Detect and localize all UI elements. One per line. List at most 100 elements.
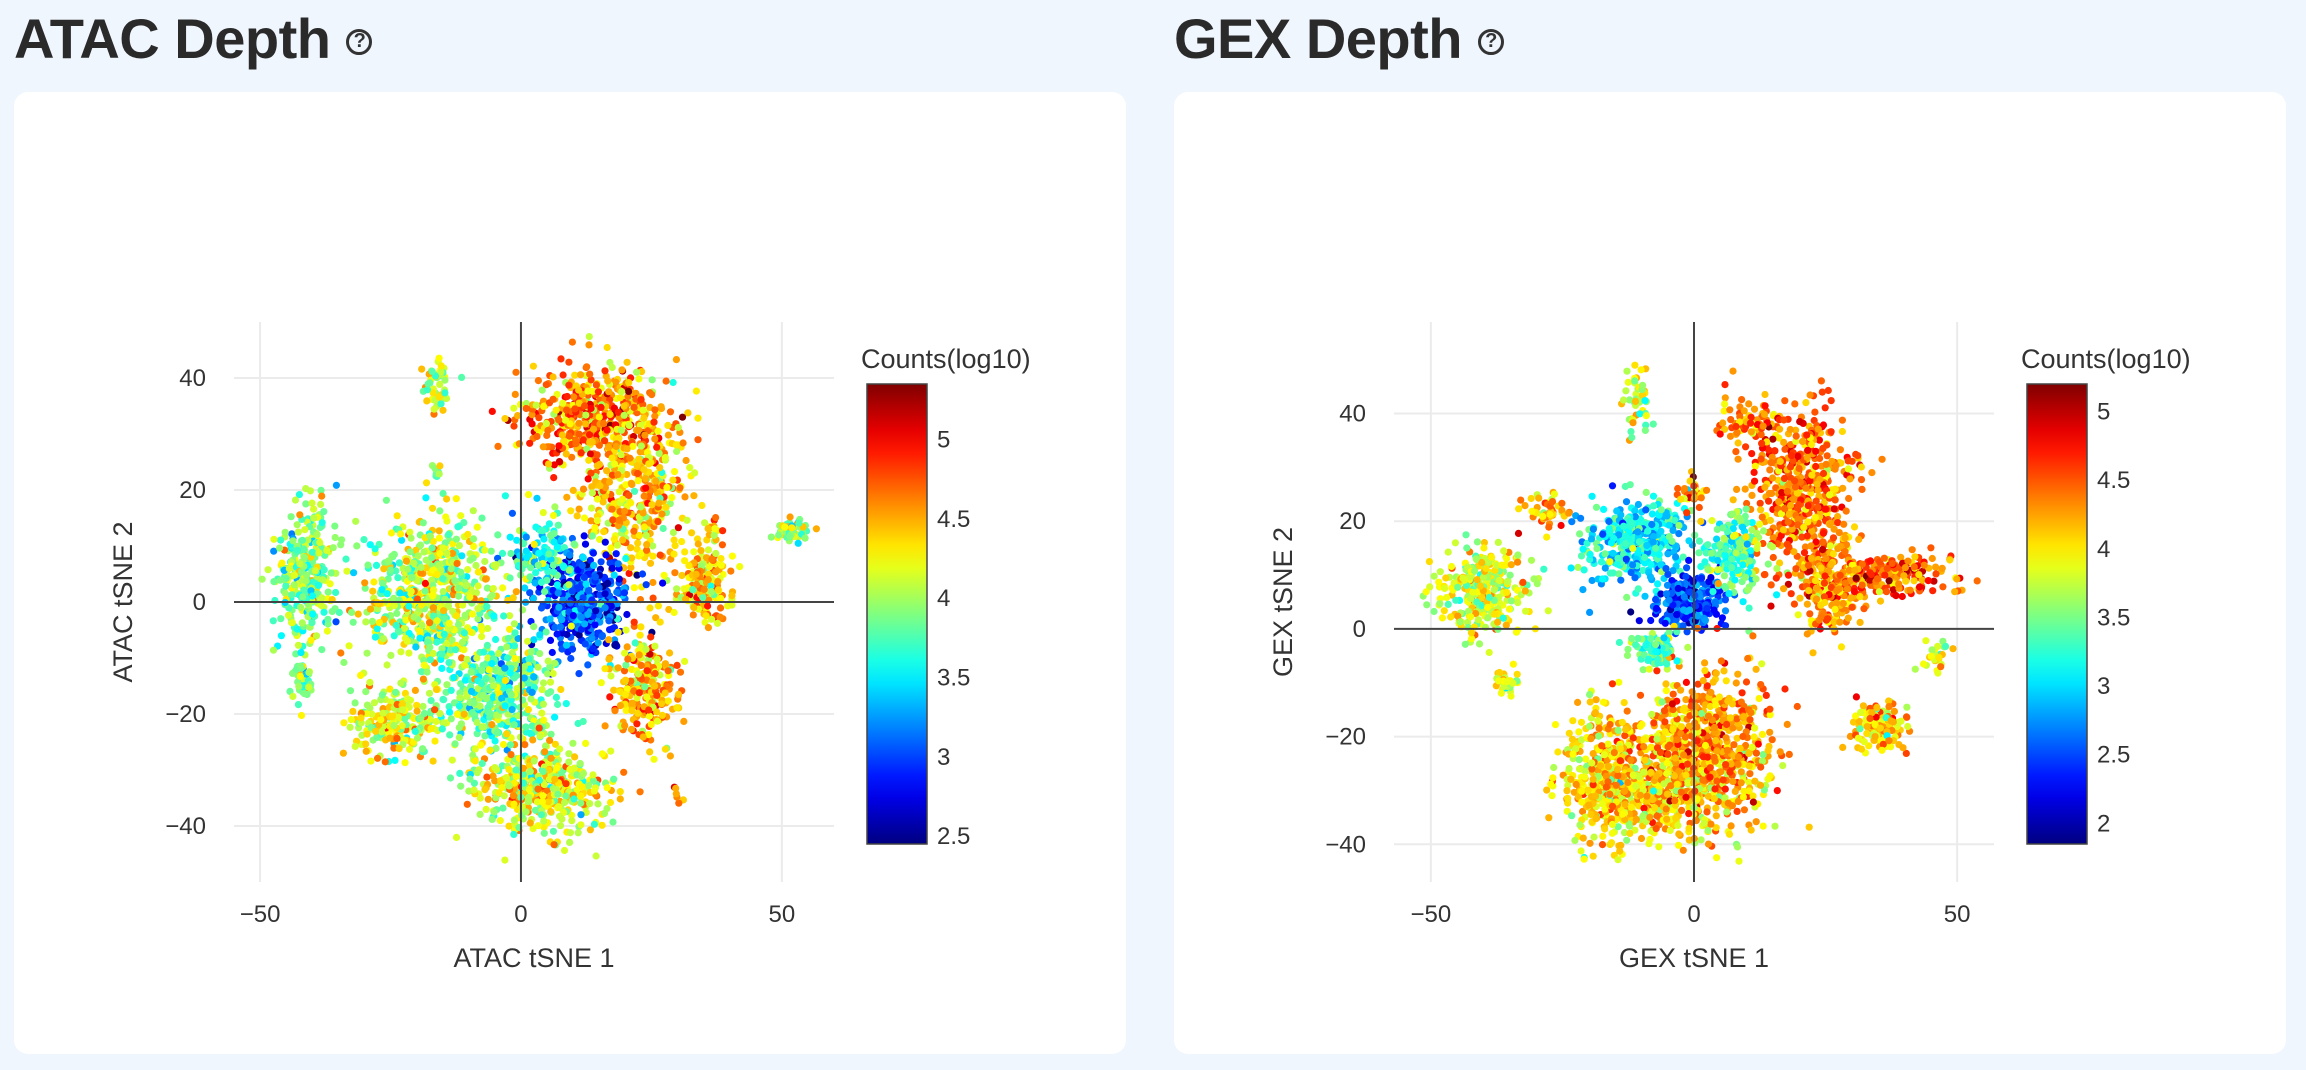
scatter-point <box>1803 431 1811 439</box>
scatter-point <box>544 798 552 806</box>
scatter-point <box>379 635 387 643</box>
question-circle-icon[interactable]: ? <box>346 28 373 55</box>
scatter-point <box>1791 483 1800 491</box>
scatter-point <box>440 696 448 704</box>
scatter-point <box>413 707 421 715</box>
scatter-point <box>1802 399 1810 407</box>
scatter-point <box>551 623 559 632</box>
scatter-point <box>601 665 609 673</box>
scatter-point <box>452 612 461 620</box>
scatter-point <box>448 549 457 557</box>
scatter-point <box>601 590 609 598</box>
scatter-point <box>396 589 404 597</box>
scatter-point <box>522 533 530 541</box>
scatter-point <box>1835 529 1843 537</box>
question-circle-icon[interactable]: ? <box>1477 28 1504 55</box>
scatter-point <box>569 612 577 620</box>
scatter-point <box>296 560 304 568</box>
scatter-point <box>620 411 628 419</box>
scatter-point <box>526 573 534 581</box>
scatter-point <box>547 556 555 564</box>
scatter-point <box>1786 425 1794 434</box>
scatter-point <box>583 363 591 371</box>
scatter-point <box>551 775 559 783</box>
scatter-point <box>366 541 374 549</box>
scatter-point <box>556 822 565 830</box>
scatter-point <box>510 422 518 430</box>
scatter-point <box>579 770 588 778</box>
scatter-point <box>654 602 663 610</box>
scatter-point <box>581 640 589 648</box>
scatter-point <box>1819 538 1827 546</box>
scatter-point <box>522 404 530 413</box>
scatter-point <box>528 411 536 419</box>
scatter-point <box>392 567 400 575</box>
scatter-point <box>520 663 528 671</box>
scatter-point <box>587 404 595 413</box>
scatter-point <box>681 557 689 565</box>
scatter-point <box>440 615 448 623</box>
x-tick-label: 0 <box>514 901 527 928</box>
scatter-point <box>364 561 372 569</box>
scatter-point <box>694 414 702 422</box>
scatter-point <box>362 710 371 718</box>
scatter-point <box>501 856 509 864</box>
scatter-point <box>1846 475 1854 483</box>
scatter-point <box>400 624 408 633</box>
scatter-point <box>1757 506 1765 514</box>
scatter-point <box>370 699 378 707</box>
scatter-point <box>448 636 456 644</box>
scatter-point <box>277 536 285 544</box>
scatter-point <box>622 554 630 563</box>
scatter-point <box>1813 584 1821 592</box>
scatter-point <box>548 648 556 657</box>
scatter-point <box>1812 447 1820 455</box>
scatter-point <box>585 456 593 464</box>
scatter-point <box>640 414 648 422</box>
scatter-point <box>324 588 332 596</box>
scatter-point <box>346 723 354 731</box>
scatter-point <box>670 550 678 558</box>
scatter-point <box>646 559 655 567</box>
scatter-point <box>1729 496 1737 504</box>
scatter-point <box>363 649 371 657</box>
scatter-point <box>315 549 323 557</box>
scatter-point <box>648 391 656 399</box>
scatter-point <box>323 546 331 555</box>
scatter-point <box>635 689 643 697</box>
scatter-point <box>1838 416 1846 424</box>
scatter-point <box>316 538 324 547</box>
scatter-point <box>505 765 513 774</box>
scatter-point <box>408 574 416 582</box>
scatter-point <box>368 617 376 626</box>
scatter-point <box>300 690 308 698</box>
scatter-point <box>545 775 554 783</box>
scatter-point <box>446 708 454 716</box>
scatter-point <box>455 584 463 592</box>
scatter-point <box>294 528 302 536</box>
scatter-point <box>346 687 355 695</box>
scatter-point <box>592 381 601 389</box>
scatter-point <box>1771 447 1779 455</box>
scatter-point <box>589 776 598 785</box>
scatter-point <box>1821 505 1829 513</box>
scatter-point <box>660 571 668 579</box>
scatter-point <box>1769 474 1777 482</box>
scatter-point <box>551 713 559 721</box>
scatter-point <box>538 709 546 717</box>
scatter-point <box>616 702 625 710</box>
scatter-point <box>1786 463 1795 471</box>
scatter-point <box>1783 487 1791 495</box>
scatter-point <box>1634 585 1642 593</box>
scatter-point <box>565 432 574 440</box>
scatter-point <box>505 822 513 830</box>
scatter-point <box>529 362 538 370</box>
scatter-point <box>405 649 413 657</box>
scatter-point <box>567 654 575 663</box>
scatter-point <box>1750 468 1758 476</box>
scatter-point <box>651 435 659 443</box>
scatter-point <box>547 730 555 738</box>
scatter-point <box>786 513 794 521</box>
scatter-point <box>534 377 543 385</box>
scatter-point <box>642 484 650 492</box>
